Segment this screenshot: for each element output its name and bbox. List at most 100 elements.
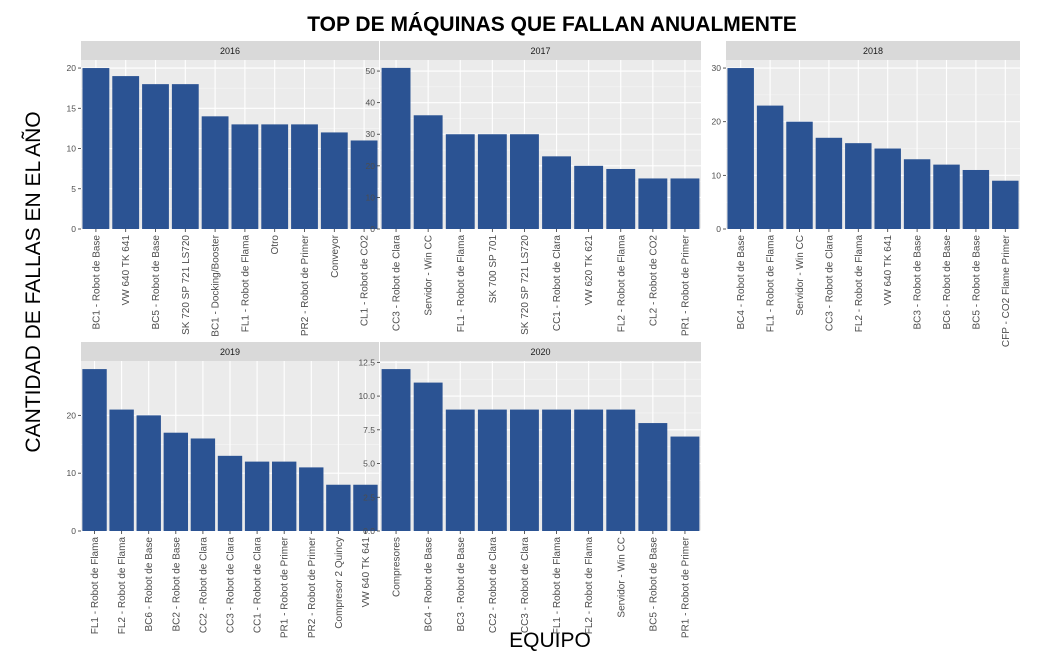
x-tick-label: Servidor - Win CC (616, 537, 627, 618)
bar-4 (477, 134, 507, 229)
bar-4 (815, 137, 843, 229)
x-tick-label: Servidor - Win CC (795, 235, 806, 316)
x-tick-label: CC3 - Robot de Clara (392, 235, 403, 332)
bar-2 (756, 105, 784, 229)
x-tick-label: BC5 - Robot de Base (648, 537, 659, 632)
x-tick-label: Compresor 2 Quincy (334, 537, 345, 629)
y-tick-label: 5 (71, 184, 76, 194)
facet-strip (380, 342, 701, 361)
bar-8 (933, 164, 960, 229)
bar-3 (786, 121, 813, 229)
facet-2019: 2019 0 10 20 FL1 - Robot de Flama FL2 - Robot… (67, 342, 379, 638)
x-tick-label: CC2 - Robot de Clara (198, 537, 209, 634)
bar-6 (542, 156, 571, 229)
x-tick-label: FL2 - Robot de Flama (854, 235, 865, 333)
y-tick-label: 2.5 (363, 492, 375, 502)
x-tick-label: PR1 - Robot de Primer (280, 536, 291, 638)
x-tick-label: PR1 - Robot de Primer (680, 536, 691, 638)
y-tick-label: 30 (712, 63, 722, 73)
bar-10 (326, 484, 351, 531)
bar-6 (542, 409, 571, 531)
y-tick-label: 0 (71, 224, 76, 234)
facet-strip (81, 342, 379, 361)
x-tick-label: FL1 - Robot de Flama (240, 235, 251, 333)
bar-8 (291, 124, 318, 229)
x-tick-label: VW 640 TK 641 (121, 235, 132, 306)
bar-9 (638, 178, 668, 229)
y-tick-label: 20 (712, 117, 722, 127)
bar-7 (574, 409, 604, 531)
x-tick-label: FL1 - Robot de Flama (456, 235, 467, 333)
x-tick-label: CFP - CO2 Flame Primer (1001, 234, 1012, 347)
facet-strip-label: 2017 (530, 46, 550, 56)
x-tick-label: BC1 - Robot de Base (91, 235, 102, 330)
bar-7 (574, 165, 604, 229)
x-tick-label: SK 720 SP 721 LS720 (181, 235, 192, 335)
x-tick-label: CL2 - Robot de CO2 (648, 235, 659, 327)
x-tick-label: FL2 - Robot de Flama (616, 235, 627, 333)
x-tick-label: BC2 - Robot de Base (171, 537, 182, 632)
bar-7 (261, 124, 289, 229)
x-tick-label: VW 620 TK 621 (584, 235, 595, 306)
y-tick-label: 5.0 (363, 459, 375, 469)
x-tick-label: BC6 - Robot de Base (942, 235, 953, 330)
x-tick-label: CC1 - Robot de Clara (552, 235, 563, 332)
y-tick-label: 20 (67, 410, 77, 420)
x-tick-label: CC3 - Robot de Clara (520, 537, 531, 634)
bar-5 (510, 409, 539, 531)
x-tick-label: Otro (270, 235, 281, 255)
chart-title: TOP DE MÁQUINAS QUE FALLAN ANUALMENTE (307, 13, 797, 36)
y-tick-label: 20 (366, 161, 376, 171)
x-tick-label: CC2 - Robot de Clara (488, 537, 499, 634)
facet-2020: 2020 0.0 2.5 5.0 7.5 10.0 12.5 Compresores BC4 -… (358, 342, 701, 638)
facet-strip-label: 2018 (863, 46, 883, 56)
bar-4 (163, 432, 189, 531)
x-tick-label: CC1 - Robot de Clara (253, 537, 264, 634)
bar-7 (244, 461, 270, 531)
x-tick-label: PR2 - Robot de Primer (300, 234, 311, 336)
x-tick-label: BC4 - Robot de Base (424, 537, 435, 632)
facet-strip (726, 41, 1020, 60)
x-tick-label: FL1 - Robot de Flama (90, 537, 101, 635)
bar-10 (670, 436, 700, 531)
bar-5 (201, 116, 229, 229)
bar-1 (82, 68, 110, 229)
x-tick-label: BC3 - Robot de Base (913, 235, 924, 330)
x-tick-label: BC1 - Docking/Booster (211, 234, 222, 336)
x-tick-label: BC6 - Robot de Base (144, 537, 155, 632)
x-tick-label: SK 700 SP 701 (488, 235, 499, 304)
bar-10 (992, 180, 1019, 229)
y-tick-label: 0 (716, 224, 721, 234)
y-tick-label: 30 (366, 129, 376, 139)
bar-1 (381, 369, 411, 531)
y-tick-label: 20 (67, 63, 77, 73)
bar-2 (109, 409, 134, 531)
x-tick-label: FL1 - Robot de Flama (552, 537, 563, 635)
facet-2017: 2017 0 10 20 30 40 50 CC3 - Robot de Clara Servi… (366, 41, 701, 336)
y-axis-label: CANTIDAD DE FALLAS EN EL AÑO (21, 111, 45, 452)
y-tick-label: 40 (366, 98, 376, 108)
y-tick-label: 12.5 (358, 357, 375, 367)
x-tick-label: SK 720 SP 721 LS720 (520, 235, 531, 335)
x-tick-label: VW 640 TK 641 (883, 235, 894, 306)
x-tick-label: BC5 - Robot de Base (151, 235, 162, 330)
y-tick-label: 0.0 (363, 526, 375, 536)
facet-strip-label: 2016 (220, 46, 240, 56)
x-tick-label: CL1 - Robot de CO2 (360, 235, 371, 327)
x-tick-label: BC3 - Robot de Base (456, 537, 467, 632)
facet-strip-label: 2019 (220, 347, 240, 357)
bar-6 (231, 124, 259, 229)
x-axis-label: EQUIPO (509, 629, 591, 652)
facet-strip (81, 41, 379, 60)
y-tick-label: 15 (67, 103, 77, 113)
bar-6 (874, 148, 901, 229)
facet-2016: 2016 0 5 10 15 20 BC1 - Robot de Base VW 640 TK… (67, 41, 379, 337)
bar-5 (845, 143, 872, 229)
facet-2018: 2018 0 10 20 30 BC4 - Robot de Base FL1 - Robo… (712, 41, 1020, 347)
y-tick-label: 10 (712, 170, 722, 180)
bar-2 (112, 76, 140, 229)
x-tick-label: VW 640 TK 641 (361, 537, 372, 608)
bar-10 (670, 178, 700, 229)
bar-6 (217, 455, 243, 531)
x-tick-label: PR2 - Robot de Primer (307, 536, 318, 638)
